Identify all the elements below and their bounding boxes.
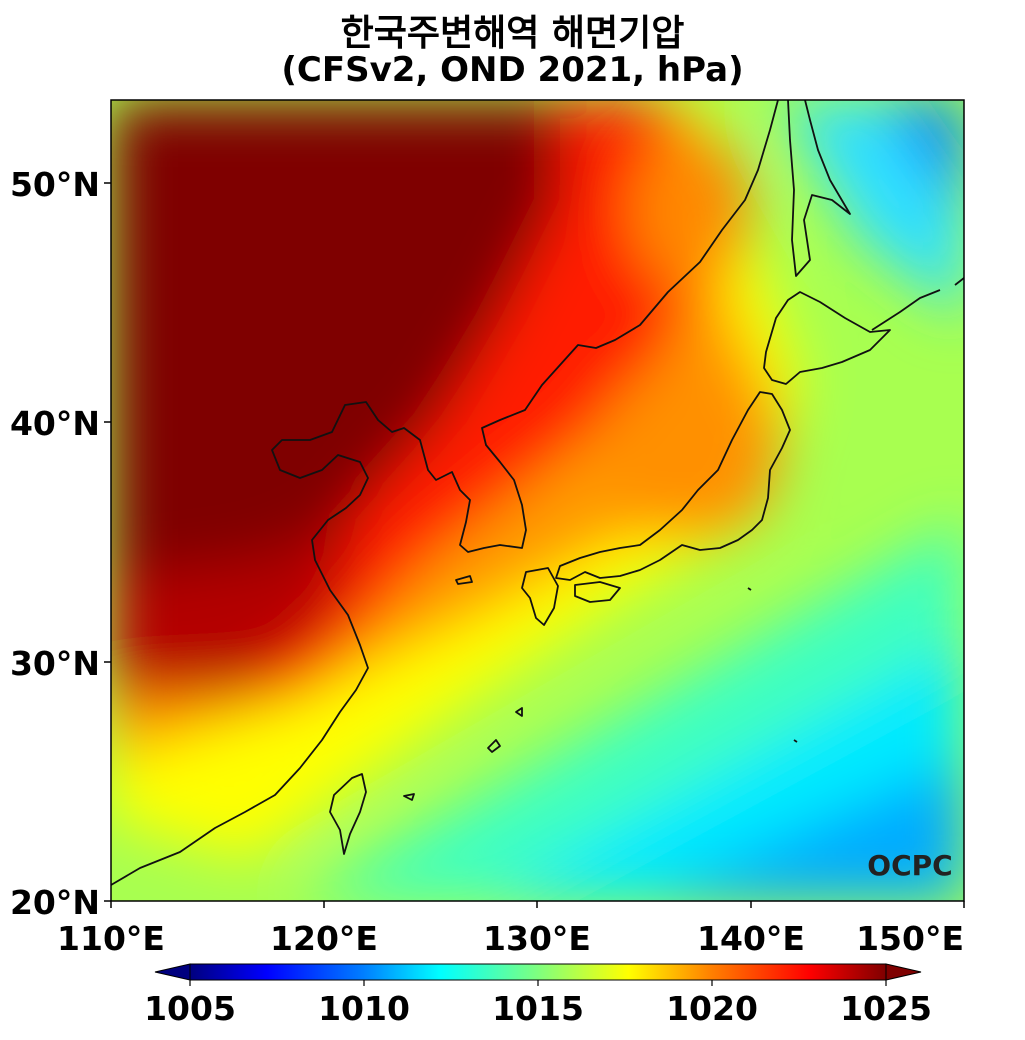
colorbar-tick-label: 1010 <box>318 989 410 1028</box>
colorbar-min-extend <box>154 963 191 981</box>
lat-tick-label: 30°N <box>10 644 100 683</box>
ocpc-watermark: OCPC <box>867 849 952 882</box>
lon-tick-label: 140°E <box>697 919 805 958</box>
lat-tick-label: 50°N <box>10 165 100 204</box>
lon-tick-label: 150°E <box>856 919 964 958</box>
colorbar-tick-label: 1025 <box>840 989 932 1028</box>
lon-tick-label: 130°E <box>483 919 591 958</box>
pressure-field <box>111 100 964 901</box>
colorbar: 1005 1010 1015 1020 1025 <box>144 963 932 1028</box>
coastlines <box>111 100 964 886</box>
colorbar-tick-label: 1020 <box>666 989 758 1028</box>
lon-tick-label: 120°E <box>270 919 378 958</box>
lat-axis: 50°N 40°N 30°N 20°N <box>10 165 111 922</box>
colorbar-tick-label: 1005 <box>144 989 236 1028</box>
map-title: 한국주변해역 해면기압 <box>340 13 685 54</box>
colorbar-tick-label: 1015 <box>492 989 584 1028</box>
lat-tick-label: 20°N <box>10 883 100 922</box>
lat-tick-label: 40°N <box>10 404 100 443</box>
lon-axis: 110°E 120°E 130°E 140°E 150°E <box>57 901 965 958</box>
colorbar-max-extend <box>885 963 922 981</box>
lon-tick-label: 110°E <box>57 919 165 958</box>
map-subtitle: (CFSv2, OND 2021, hPa) <box>281 50 744 90</box>
